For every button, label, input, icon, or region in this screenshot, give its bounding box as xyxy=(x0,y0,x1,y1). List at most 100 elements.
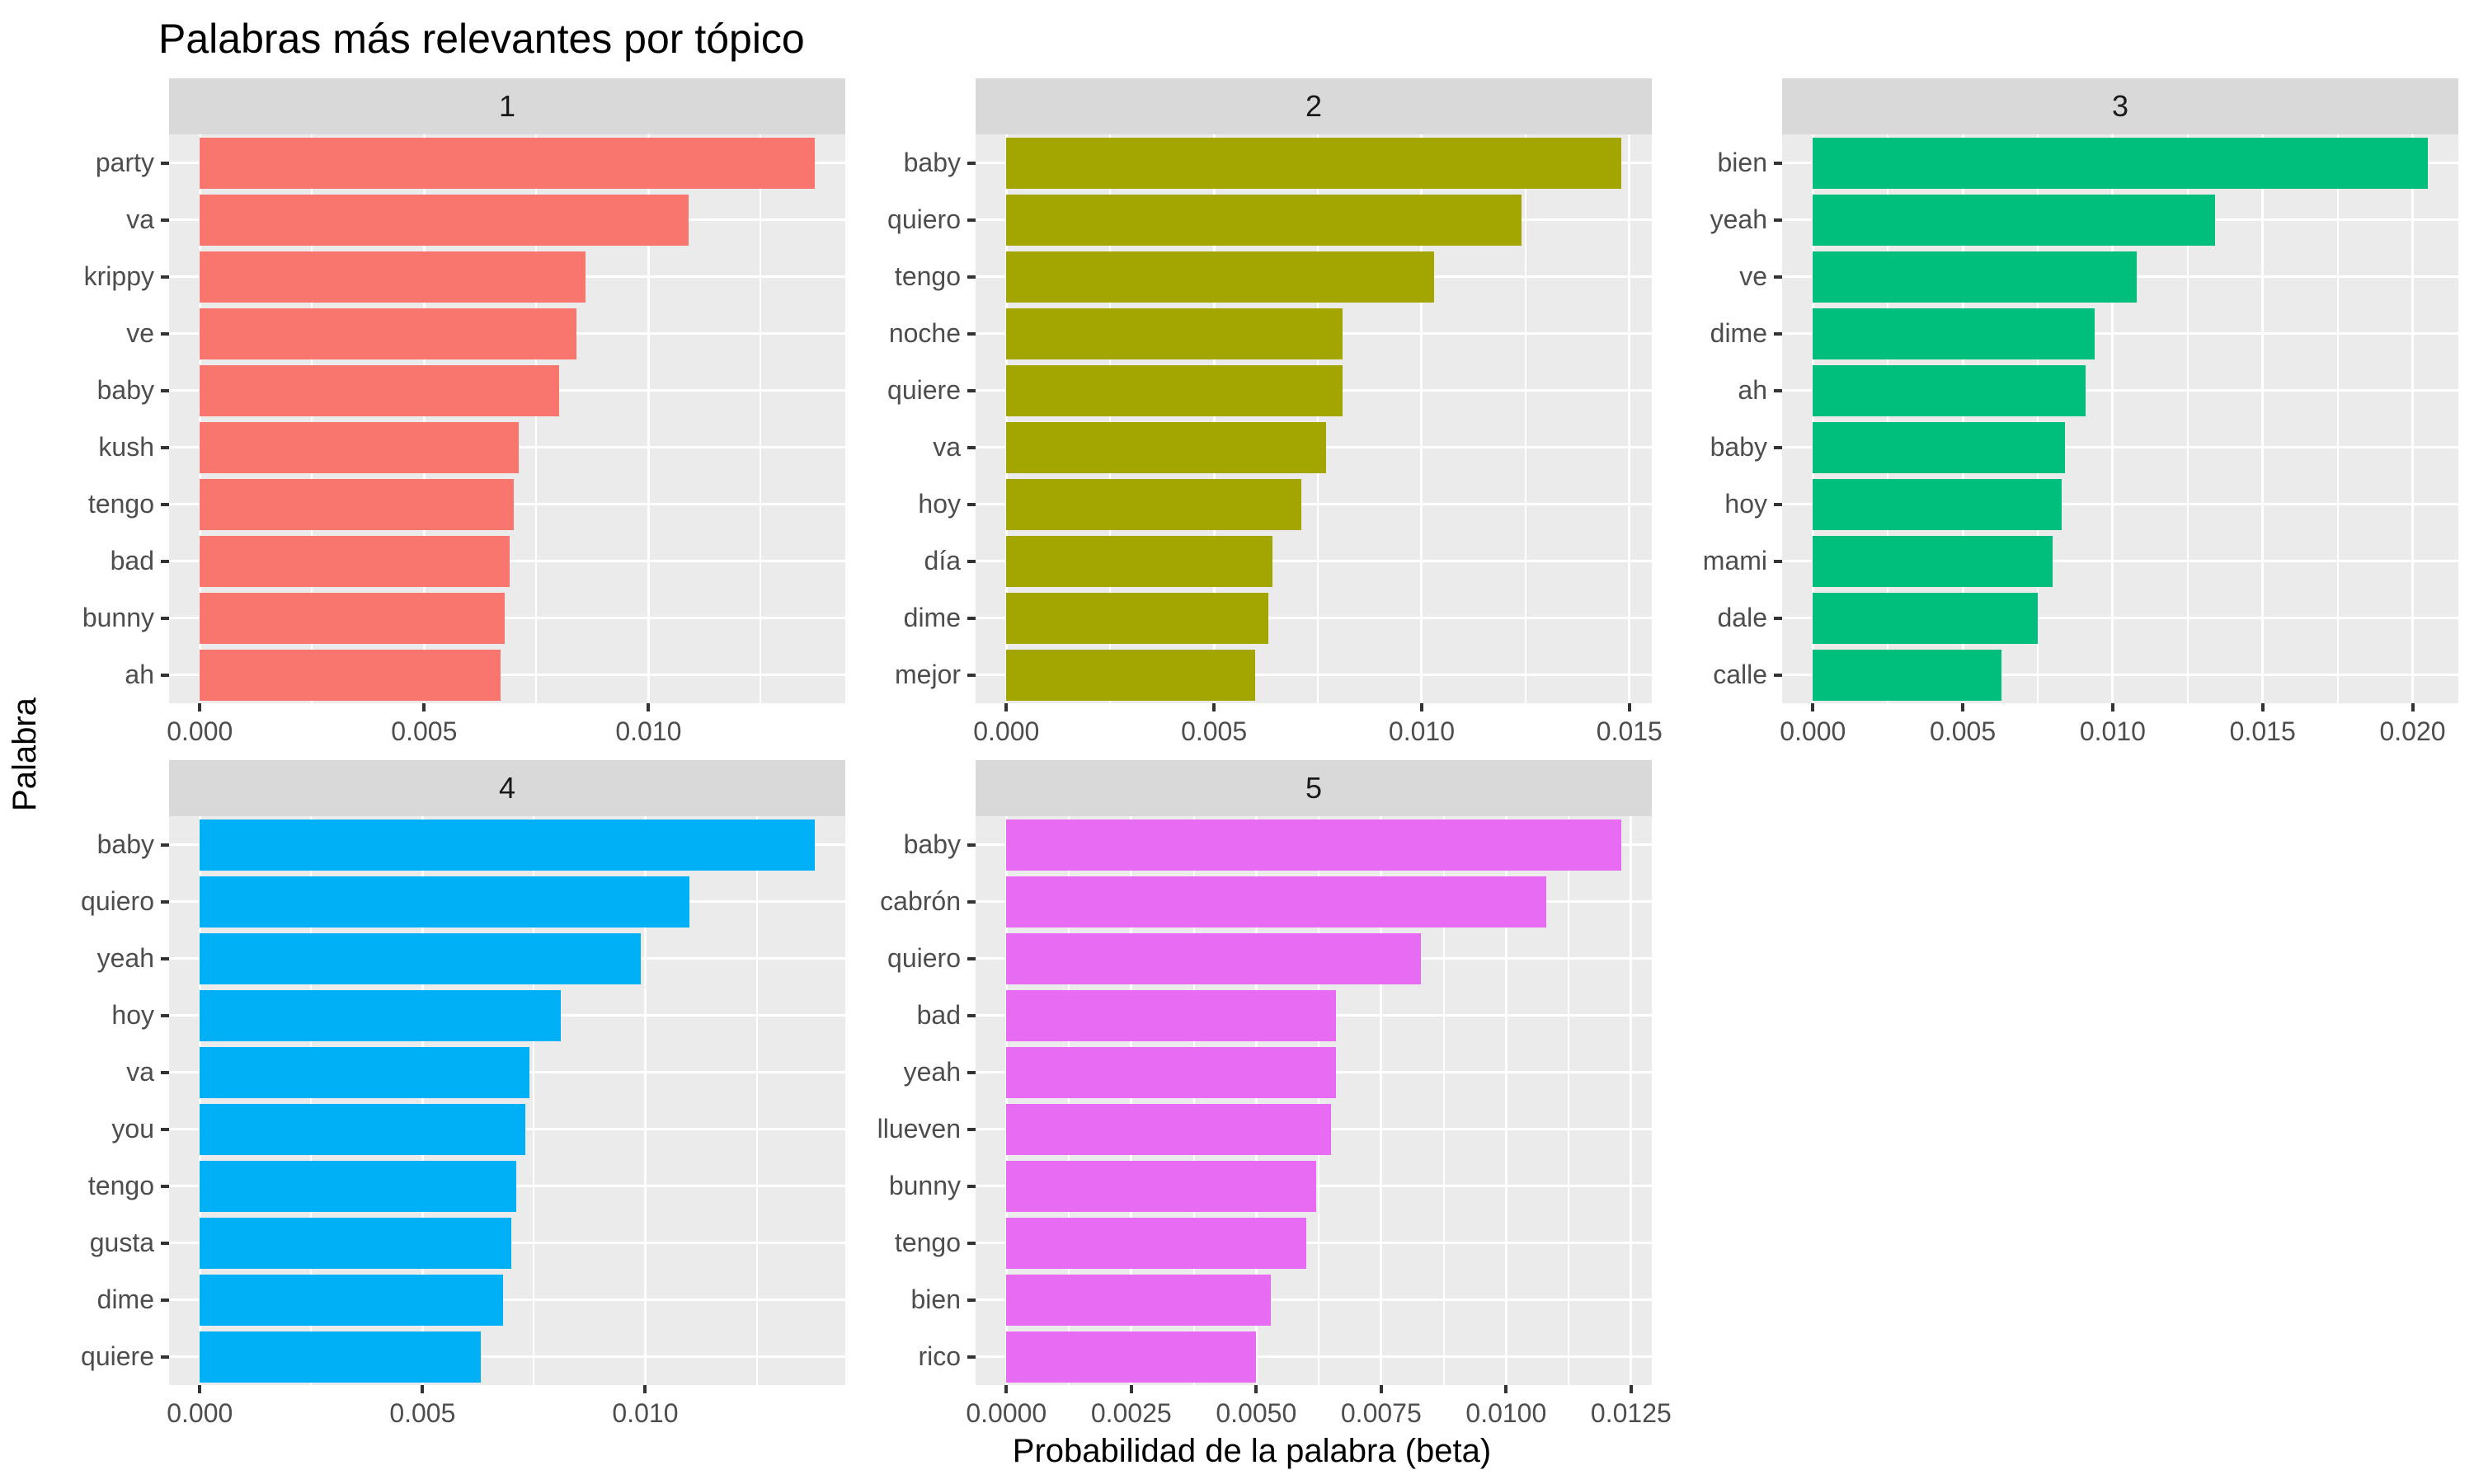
x-tick-label: 0.0075 xyxy=(1340,1398,1422,1428)
y-tick-mark xyxy=(967,1070,976,1074)
y-tick-mark xyxy=(161,1070,169,1074)
facet-topic-5: 5 baby cabrón quiero bad yeah llueven bunny ten… xyxy=(852,760,1672,1436)
y-tick-mark xyxy=(967,445,976,449)
y-axis-label-row: hoy xyxy=(45,987,169,1044)
y-axis-label: hoy xyxy=(1724,489,1767,519)
gridline-vertical-minor xyxy=(1318,816,1320,1385)
bar xyxy=(1006,1331,1257,1383)
y-axis-label: quiero xyxy=(887,204,961,234)
y-axis-label: bunny xyxy=(82,603,154,632)
y-tick-mark xyxy=(161,1184,169,1188)
x-tick-mark xyxy=(643,1385,647,1393)
y-axis-label: va xyxy=(126,1057,154,1087)
gridline-horizontal-major xyxy=(169,617,845,619)
gridline-vertical-major xyxy=(1004,816,1008,1385)
bar xyxy=(1006,1103,1332,1155)
gridline-horizontal-major xyxy=(1782,674,2458,676)
facet-strip: 3 xyxy=(1782,78,2458,134)
x-tick-label: 0.005 xyxy=(391,716,458,746)
gridline-vertical-major xyxy=(1254,816,1258,1385)
gridline-vertical-major xyxy=(1961,134,1964,703)
gridline-vertical-minor xyxy=(533,816,535,1385)
x-tick-label: 0.020 xyxy=(2379,716,2446,746)
gridline-horizontal-major xyxy=(976,674,1652,676)
gridline-vertical-major xyxy=(647,134,650,703)
bar xyxy=(200,876,690,928)
gridline-vertical-minor xyxy=(2037,134,2039,703)
facet-strip: 2 xyxy=(976,78,1652,134)
y-axis-label-row: quiero xyxy=(852,191,976,248)
bar xyxy=(200,1274,503,1326)
gridline-vertical-minor xyxy=(311,134,313,703)
x-axis: 0.000 0.005 0.010 0.015 xyxy=(973,703,1663,754)
y-tick-mark xyxy=(1774,559,1782,563)
y-tick-mark xyxy=(161,388,169,392)
gridline-vertical-minor xyxy=(310,816,313,1385)
gridline-vertical-minor xyxy=(1109,134,1112,703)
y-axis-label: you xyxy=(111,1114,154,1144)
x-tick-mark xyxy=(1004,1385,1009,1393)
y-axis-labels: baby cabrón quiero bad yeah llueven bunny tengo… xyxy=(852,816,976,1385)
gridline-vertical-major xyxy=(1004,134,1008,703)
chart-title: Palabras más relevantes por tópico xyxy=(158,16,805,62)
y-axis-label-row: yeah xyxy=(1658,191,1782,248)
bar xyxy=(1006,535,1272,587)
gridline-vertical-major xyxy=(643,816,647,1385)
gridline-horizontal-major xyxy=(976,1298,1652,1301)
y-tick-mark xyxy=(967,1184,976,1188)
gridline-vertical-minor xyxy=(1524,134,1526,703)
y-axis-label-row: bien xyxy=(852,1271,976,1328)
y-axis-label: noche xyxy=(888,318,961,348)
x-tick-label: 0.010 xyxy=(615,716,682,746)
gridline-vertical-minor xyxy=(1568,816,1570,1385)
bar xyxy=(1006,137,1621,189)
y-axis-label: ah xyxy=(125,660,154,689)
y-tick-mark xyxy=(967,1241,976,1245)
y-axis-label-row: mami xyxy=(1658,533,1782,589)
bar xyxy=(200,1331,481,1383)
y-axis-label-row: baby xyxy=(45,362,169,419)
y-tick-mark xyxy=(161,218,169,222)
y-tick-mark xyxy=(161,899,169,904)
plot-panel xyxy=(169,134,845,703)
y-tick-mark xyxy=(967,1127,976,1131)
y-axis-label-row: llueven xyxy=(852,1101,976,1158)
y-axis-label: quiero xyxy=(887,943,961,973)
gridline-horizontal-major xyxy=(1782,332,2458,335)
bar xyxy=(1006,478,1301,530)
y-axis-label: baby xyxy=(903,829,961,859)
bar xyxy=(1813,535,2053,587)
facet-topic-2: 2 baby quiero tengo noche quiere va hoy día dime… xyxy=(852,78,1663,760)
bar xyxy=(1813,137,2428,189)
y-axis-label: calle xyxy=(1713,660,1767,689)
gridline-vertical-major xyxy=(422,134,426,703)
gridline-horizontal-major xyxy=(1782,389,2458,392)
bar xyxy=(200,932,642,984)
bar xyxy=(1006,421,1327,473)
x-tick-mark xyxy=(1504,1385,1508,1393)
x-tick-label: 0.000 xyxy=(167,716,233,746)
y-axis-label-row: bad xyxy=(45,533,169,589)
y-axis-label-row: kush xyxy=(45,419,169,476)
y-tick-mark xyxy=(967,1355,976,1359)
y-axis-label: bien xyxy=(910,1284,962,1314)
facet-strip: 5 xyxy=(976,760,1652,816)
y-tick-mark xyxy=(161,331,169,336)
y-axis-label: mami xyxy=(1702,546,1767,575)
y-tick-mark xyxy=(161,1298,169,1302)
gridline-horizontal-major xyxy=(1782,446,2458,448)
y-axis-label: yeah xyxy=(96,943,154,973)
y-axis-label: gusta xyxy=(89,1228,154,1257)
y-axis-label-row: baby xyxy=(852,134,976,191)
bar xyxy=(200,478,515,530)
bar xyxy=(1006,1217,1306,1269)
y-axis-label: ve xyxy=(1739,261,1767,291)
y-axis-label-row: rico xyxy=(852,1328,976,1385)
y-axis-label-row: ah xyxy=(1658,362,1782,419)
gridline-vertical-major xyxy=(2411,134,2415,703)
y-axis-label-row: dime xyxy=(852,589,976,646)
y-axis-label-row: va xyxy=(45,191,169,248)
y-axis-label: mejor xyxy=(894,660,961,689)
y-axis-label-row: quiere xyxy=(852,362,976,419)
gridline-horizontal-major xyxy=(976,617,1652,619)
